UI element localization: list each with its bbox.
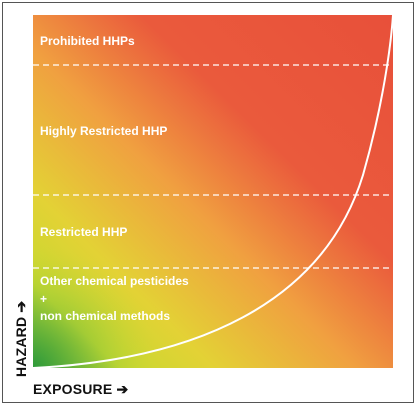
x-axis-label-text: EXPOSURE [33, 381, 113, 397]
zone-label-restricted: Restricted HHP [40, 225, 128, 239]
risk-diagram: Prohibited HHPs Highly Restricted HHP Re… [33, 15, 393, 368]
y-axis-label-text: HAZARD [13, 316, 29, 377]
x-axis-arrow-icon: ➔ [116, 381, 129, 397]
green-corner-overlay [33, 15, 393, 368]
zone-label-other-line2: + [40, 292, 48, 306]
y-axis-label: HAZARD ➔ [13, 301, 30, 377]
zone-label-prohibited: Prohibited HHPs [40, 34, 135, 48]
risk-curve [33, 15, 393, 368]
x-axis-label: EXPOSURE ➔ [33, 381, 128, 398]
zone-label-other-line3: non chemical methods [40, 309, 171, 323]
figure-frame: Prohibited HHPs Highly Restricted HHP Re… [2, 2, 414, 403]
zone-label-highly-restricted: Highly Restricted HHP [40, 124, 168, 138]
risk-gradient-canvas [33, 15, 393, 368]
y-axis-arrow-icon: ➔ [13, 300, 29, 313]
zone-label-other-line1: Other chemical pesticides [40, 274, 189, 288]
